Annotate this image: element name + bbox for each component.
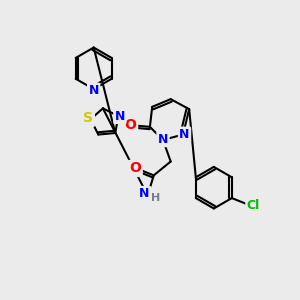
- Text: N: N: [115, 110, 125, 123]
- Text: O: O: [129, 161, 141, 176]
- Text: H: H: [151, 193, 160, 203]
- Text: N: N: [139, 187, 150, 200]
- Text: N: N: [158, 133, 168, 146]
- Text: O: O: [125, 118, 136, 132]
- Text: S: S: [83, 111, 93, 125]
- Text: N: N: [179, 128, 190, 141]
- Text: Cl: Cl: [247, 199, 260, 212]
- Text: N: N: [88, 84, 99, 97]
